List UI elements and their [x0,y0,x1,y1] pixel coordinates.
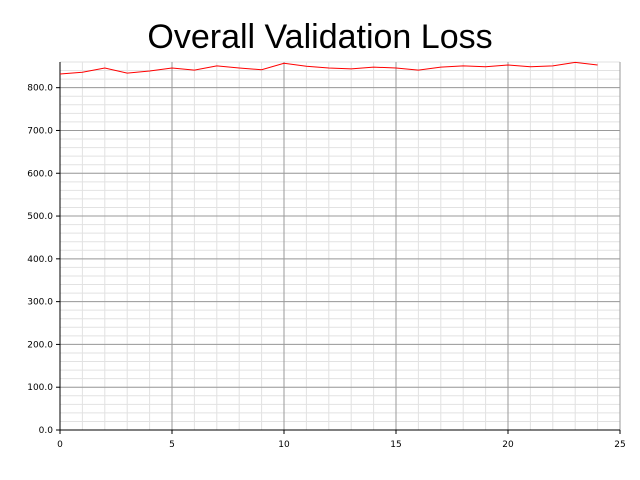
y-tick-label: 200.0 [27,340,53,350]
series-line [59,61,598,75]
x-tick-label: 5 [169,440,175,450]
series-group [59,61,598,75]
y-tick-label: 600.0 [27,169,53,179]
y-tick-label: 800.0 [27,84,53,94]
major-grid [60,62,621,430]
x-tick-label: 20 [502,440,514,450]
y-ticks: 0.0 100.0 200.0 300.0 400.0 500.0 600.0 700.0 80… [27,84,60,436]
y-tick-label: 500.0 [27,212,53,222]
axes [59,62,620,431]
x-tick-label: 25 [614,440,625,450]
y-tick-label: 300.0 [27,298,53,308]
y-tick-label: 0.0 [39,426,54,436]
y-tick-label: 400.0 [27,255,53,265]
x-tick-label: 15 [390,440,401,450]
y-tick-label: 100.0 [27,383,53,393]
x-tick-label: 0 [57,440,63,450]
minor-grid [59,61,621,430]
y-tick-label: 700.0 [27,126,53,136]
x-ticks: 0 5 10 15 20 25 [57,430,626,450]
x-tick-label: 10 [278,440,290,450]
chart-title: Overall Validation Loss [147,18,493,56]
